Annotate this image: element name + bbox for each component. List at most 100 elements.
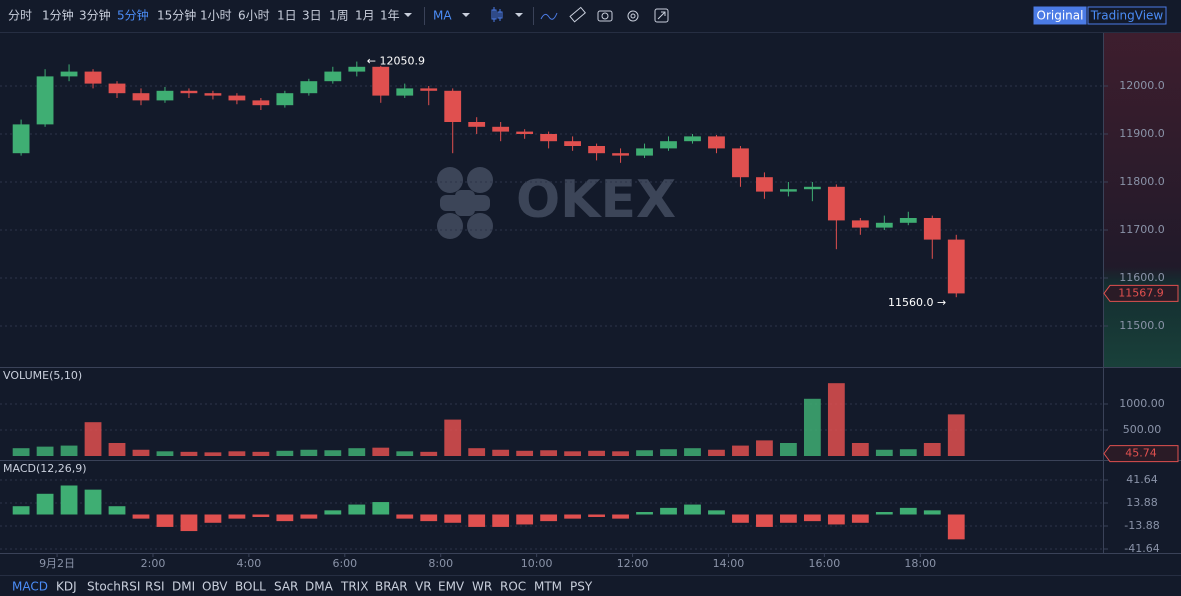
macd-bar	[228, 514, 246, 519]
x-tick-label: 10:00	[521, 557, 553, 570]
candle-body	[875, 222, 893, 228]
candle-body	[252, 100, 270, 106]
indicator-tab[interactable]: VR	[415, 580, 432, 594]
watermark-logo	[437, 167, 493, 239]
volume-bar	[84, 422, 102, 456]
volume-bar	[468, 448, 486, 456]
view-toggle-bg[interactable]	[1087, 6, 1167, 25]
macd-bar	[947, 514, 965, 540]
y-tick-label: 11600.0	[1119, 271, 1165, 284]
volume-bar	[156, 451, 174, 456]
candle-body	[372, 66, 390, 96]
candle-body	[156, 90, 174, 101]
indicator-tab[interactable]: StochRSI	[87, 580, 140, 594]
candle-body	[756, 177, 773, 192]
macd-bar	[60, 485, 78, 515]
macd-bar	[875, 512, 893, 515]
macd-bar	[540, 514, 558, 522]
indicator-tab[interactable]: RSI	[145, 580, 165, 594]
x-tick-label: 18:00	[904, 557, 936, 570]
indicator-tab[interactable]: OBV	[202, 580, 228, 594]
volume-bar	[372, 447, 390, 456]
interval-tab[interactable]: 1分钟	[42, 8, 74, 23]
volume-bar	[396, 451, 414, 456]
x-tick-label: 16:00	[809, 557, 841, 570]
indicator-tab[interactable]: WR	[472, 580, 492, 594]
candle-body	[132, 93, 150, 101]
indicator-tab[interactable]: DMI	[172, 580, 195, 594]
candle-body	[803, 186, 821, 190]
macd-bar	[468, 514, 486, 527]
view-toggle-bg[interactable]	[1033, 6, 1087, 25]
volume-bar	[540, 450, 558, 456]
interval-tab[interactable]: 3日	[302, 9, 322, 23]
interval-tab[interactable]: 5分钟	[117, 8, 149, 23]
macd-bar	[180, 514, 198, 532]
macd-title: MACD(12,26,9)	[3, 462, 87, 475]
x-tick-label: 6:00	[332, 557, 357, 570]
interval-tab[interactable]: 15分钟	[157, 8, 196, 23]
candle-body	[588, 145, 605, 154]
volume-bar	[348, 448, 366, 456]
y-tick-label: 11500.0	[1119, 319, 1165, 332]
y-tick-label: 41.64	[1126, 473, 1158, 486]
candle-body	[36, 76, 54, 125]
view-toggle[interactable]: Original	[1037, 9, 1084, 23]
candle-body	[684, 136, 701, 142]
low-annotation: 11560.0 →	[888, 296, 946, 309]
indicator-tab[interactable]: TRIX	[340, 580, 368, 594]
candle-body	[204, 93, 222, 96]
volume-bar	[228, 451, 246, 456]
indicator-tab[interactable]: MTM	[534, 580, 562, 594]
indicator-tab[interactable]: PSY	[570, 580, 593, 594]
interval-tab[interactable]: 1月	[355, 9, 375, 23]
macd-bar	[612, 514, 629, 519]
candle-body	[108, 83, 126, 94]
volume-bar	[732, 445, 749, 456]
interval-tab[interactable]: 1小时	[200, 9, 232, 23]
x-tick-label: 9月2日	[39, 557, 75, 570]
indicator-tab[interactable]: MACD	[12, 580, 48, 594]
x-tick-label: 4:00	[237, 557, 262, 570]
candle-body	[827, 186, 845, 221]
watermark-text: OKEX	[516, 170, 676, 230]
y-tick-label: 11900.0	[1119, 127, 1165, 140]
macd-bar	[348, 504, 366, 515]
view-toggle[interactable]: TradingView	[1090, 9, 1164, 23]
volume-bar	[660, 449, 677, 456]
y-tick-label: 13.88	[1126, 496, 1158, 509]
indicator-select[interactable]: MA	[433, 9, 452, 23]
macd-bar	[851, 514, 869, 523]
macd-bar	[36, 493, 54, 515]
interval-tab[interactable]: 3分钟	[79, 8, 111, 23]
interval-tab[interactable]: 分时	[8, 9, 32, 23]
volume-bar	[180, 451, 198, 456]
macd-bar	[252, 514, 270, 517]
macd-bar	[899, 507, 917, 515]
candle-body	[84, 71, 102, 84]
indicator-tab[interactable]: DMA	[305, 580, 334, 594]
macd-bar	[732, 514, 749, 523]
candle-body	[899, 218, 917, 223]
volume-bar	[60, 445, 78, 456]
toolbar-icons[interactable]	[404, 6, 669, 25]
candle-body	[780, 189, 797, 192]
indicator-tab[interactable]: BRAR	[375, 580, 408, 594]
interval-tab[interactable]: 1日	[277, 9, 297, 23]
interval-tab[interactable]: 1周	[329, 9, 349, 23]
y-tick-label: 11800.0	[1119, 175, 1165, 188]
indicator-tab[interactable]: SAR	[274, 580, 298, 594]
indicator-tab[interactable]: EMV	[438, 580, 465, 594]
indicator-tab[interactable]: ROC	[500, 580, 526, 594]
macd-bar	[588, 514, 605, 517]
indicator-tab[interactable]: KDJ	[56, 580, 77, 594]
volume-bar	[756, 440, 773, 456]
volume-bar	[684, 448, 701, 456]
interval-tab[interactable]: 6小时	[238, 9, 270, 23]
interval-tab[interactable]: 1年	[380, 9, 400, 23]
macd-bar	[84, 489, 102, 515]
macd-bar	[372, 502, 390, 515]
indicator-tab[interactable]: BOLL	[235, 580, 266, 594]
candle-body	[300, 81, 318, 94]
